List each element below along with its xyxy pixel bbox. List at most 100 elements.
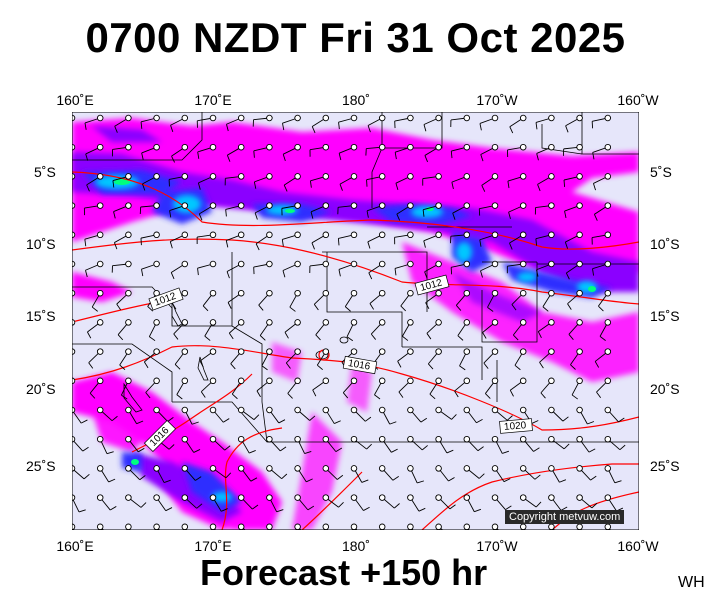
wind-station-circle: [407, 202, 414, 209]
wind-station-circle: [435, 289, 442, 297]
wind-station-circle: [96, 289, 104, 297]
wind-station-circle: [548, 173, 555, 180]
wind-barb-tick: [397, 361, 402, 368]
wind-station-circle: [519, 202, 527, 209]
wind-station-circle: [463, 377, 471, 385]
wind-station-circle: [266, 348, 273, 355]
wind-station-circle: [266, 114, 273, 122]
wind-station-circle: [350, 143, 358, 151]
wind-station-circle: [322, 173, 330, 180]
wind-barb-tick: [426, 333, 432, 340]
wind-barb-tick: [283, 184, 288, 192]
wind-station-circle: [237, 465, 245, 472]
wind-station-circle: [72, 465, 76, 472]
wind-station-circle: [576, 231, 583, 239]
wind-barb-tick: [564, 241, 569, 249]
precip-extreme-layer: [114, 179, 596, 465]
wind-barb-tick: [338, 501, 344, 508]
wind-barb-tick: [507, 181, 510, 189]
wind-station-circle: [378, 523, 386, 530]
wind-station-circle: [96, 143, 104, 151]
wind-barb-tick: [88, 362, 94, 369]
wind-station-circle: [125, 143, 132, 151]
wind-station-circle: [266, 435, 273, 443]
wind-station-circle: [435, 406, 442, 414]
wind-barb-tick: [481, 185, 486, 192]
wind-station-circle: [294, 406, 301, 414]
wind-station-circle: [519, 114, 527, 122]
wind-station-circle: [153, 231, 160, 239]
wind-station-circle: [407, 289, 414, 297]
wind-barb-tick: [508, 211, 511, 219]
wind-station-circle: [604, 289, 612, 297]
wind-station-circle: [153, 348, 160, 355]
wind-barb-tick: [598, 305, 604, 312]
wind-station-circle: [237, 523, 245, 530]
forecast-label: Forecast +150 hr: [200, 552, 488, 593]
wind-barb-tick: [614, 480, 622, 484]
wind-station-circle: [604, 143, 612, 151]
wind-barb-tick: [446, 449, 454, 454]
wind-barb-tick: [230, 363, 236, 370]
wind-station-circle: [548, 465, 555, 472]
wind-barb-tick: [506, 415, 513, 421]
wind-station-circle: [576, 377, 583, 385]
wind-station-circle: [435, 494, 442, 501]
wind-barb-tick: [422, 445, 428, 451]
wind-barb-tick: [535, 122, 538, 130]
wind-barb-tick: [87, 331, 92, 339]
wind-station-circle: [266, 406, 273, 414]
wind-station-circle: [237, 260, 245, 268]
wind-station-circle: [181, 260, 189, 268]
wind-barb-tick: [420, 417, 428, 423]
wind-barb-tick: [226, 271, 230, 279]
wind-station-circle: [153, 202, 160, 209]
wind-barb-tick: [596, 391, 602, 398]
wind-station-circle: [435, 319, 442, 326]
wind-barb-tick: [565, 272, 570, 280]
wind-barb-tick: [396, 213, 401, 221]
wind-barbs: [72, 114, 626, 530]
wind-barb-tick: [113, 242, 118, 250]
wind-station-circle: [322, 114, 330, 122]
wind-barb-tick: [392, 476, 399, 481]
wind-barb-tick: [225, 472, 232, 479]
wind-barb-tick: [85, 270, 88, 278]
wind-station-circle: [209, 289, 217, 297]
wind-station-circle: [435, 435, 442, 443]
lon-label-top-180: 180˚: [341, 92, 371, 108]
wind-barb-tick: [191, 421, 199, 425]
isobar-label-1012-east: 1012: [414, 274, 450, 296]
wind-barb-tick: [478, 473, 485, 479]
wind-station-circle: [209, 231, 217, 239]
copyright-badge: Copyright metvuw.com: [505, 510, 625, 524]
wind-barb-tick: [592, 268, 595, 276]
wind-station-circle: [519, 406, 527, 414]
wind-barb-tick: [309, 415, 316, 421]
wind-station-circle: [435, 523, 442, 530]
wind-station-circle: [322, 377, 330, 385]
wind-station-circle: [209, 377, 217, 385]
wind-station-circle: [72, 114, 76, 122]
wind-barb-tick: [361, 479, 369, 483]
wind-barb-tick: [255, 243, 260, 251]
wind-barb-tick: [454, 390, 459, 398]
wind-barb-tick: [83, 473, 90, 480]
wind-barb-tick: [394, 268, 397, 276]
wind-station-circle: [407, 260, 414, 268]
wind-barb-tick: [287, 393, 293, 399]
wind-station-circle: [435, 114, 442, 122]
wind-station-circle: [604, 114, 612, 122]
wind-station-circle: [576, 465, 583, 472]
wind-barb-tick: [309, 180, 312, 188]
wind-station-circle: [378, 260, 386, 268]
wind-barb-tick: [451, 182, 454, 190]
wind-barb-tick: [149, 336, 156, 342]
wind-station-circle: [209, 465, 217, 472]
wind-station-circle: [548, 289, 555, 297]
wind-station-circle: [125, 494, 132, 501]
wind-barb-tick: [394, 152, 397, 160]
wind-station-circle: [209, 260, 217, 268]
wind-barb-tick: [167, 417, 174, 422]
wind-station-circle: [72, 289, 76, 297]
